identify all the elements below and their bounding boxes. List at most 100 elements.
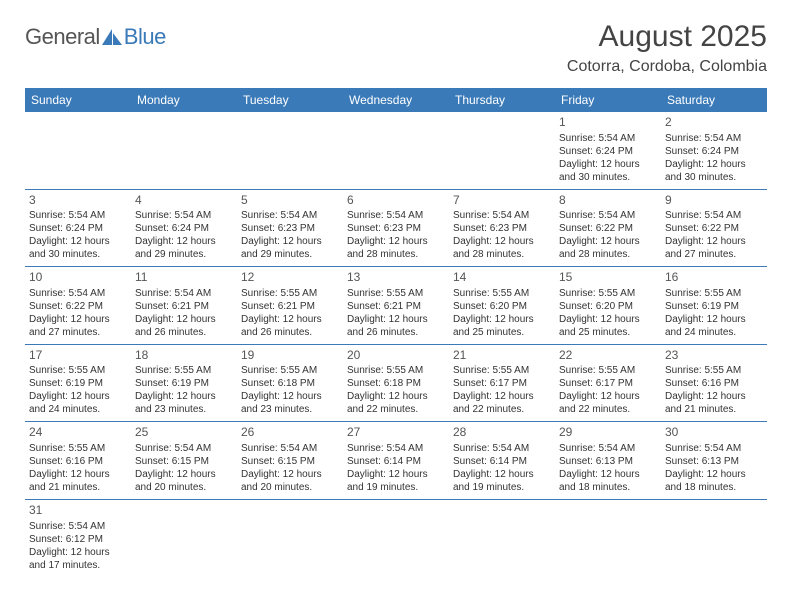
calendar-row: 1Sunrise: 5:54 AMSunset: 6:24 PMDaylight…: [25, 112, 767, 189]
sunset-text: Sunset: 6:24 PM: [135, 222, 233, 235]
sunset-text: Sunset: 6:21 PM: [347, 300, 445, 313]
calendar-cell: 3Sunrise: 5:54 AMSunset: 6:24 PMDaylight…: [25, 189, 131, 267]
page-header: General Blue August 2025 Cotorra, Cordob…: [25, 20, 767, 76]
daylight-text: Daylight: 12 hours: [559, 468, 657, 481]
day-number: 22: [559, 348, 657, 364]
sunset-text: Sunset: 6:17 PM: [559, 377, 657, 390]
day-number: 29: [559, 425, 657, 441]
calendar-row: 3Sunrise: 5:54 AMSunset: 6:24 PMDaylight…: [25, 189, 767, 267]
daylight-text: Daylight: 12 hours: [241, 390, 339, 403]
sail-icon: [100, 27, 124, 47]
daylight-text: and 17 minutes.: [29, 559, 127, 572]
calendar-cell: 31Sunrise: 5:54 AMSunset: 6:12 PMDayligh…: [25, 499, 131, 576]
calendar-cell: [25, 112, 131, 189]
day-number: 18: [135, 348, 233, 364]
calendar-cell: 28Sunrise: 5:54 AMSunset: 6:14 PMDayligh…: [449, 422, 555, 500]
daylight-text: Daylight: 12 hours: [453, 313, 551, 326]
calendar-cell: 12Sunrise: 5:55 AMSunset: 6:21 PMDayligh…: [237, 267, 343, 345]
day-number: 25: [135, 425, 233, 441]
daylight-text: Daylight: 12 hours: [347, 390, 445, 403]
calendar-table: Sunday Monday Tuesday Wednesday Thursday…: [25, 88, 767, 577]
calendar-cell: [131, 112, 237, 189]
day-number: 3: [29, 193, 127, 209]
calendar-cell: 13Sunrise: 5:55 AMSunset: 6:21 PMDayligh…: [343, 267, 449, 345]
sunset-text: Sunset: 6:22 PM: [559, 222, 657, 235]
daylight-text: Daylight: 12 hours: [135, 313, 233, 326]
daylight-text: Daylight: 12 hours: [241, 468, 339, 481]
daylight-text: Daylight: 12 hours: [665, 313, 763, 326]
sunset-text: Sunset: 6:14 PM: [453, 455, 551, 468]
sunset-text: Sunset: 6:19 PM: [665, 300, 763, 313]
sunset-text: Sunset: 6:12 PM: [29, 533, 127, 546]
weekday-header: Saturday: [661, 88, 767, 112]
daylight-text: Daylight: 12 hours: [665, 468, 763, 481]
calendar-cell: 26Sunrise: 5:54 AMSunset: 6:15 PMDayligh…: [237, 422, 343, 500]
weekday-row: Sunday Monday Tuesday Wednesday Thursday…: [25, 88, 767, 112]
calendar-cell: 5Sunrise: 5:54 AMSunset: 6:23 PMDaylight…: [237, 189, 343, 267]
calendar-cell: 4Sunrise: 5:54 AMSunset: 6:24 PMDaylight…: [131, 189, 237, 267]
calendar-cell: 30Sunrise: 5:54 AMSunset: 6:13 PMDayligh…: [661, 422, 767, 500]
daylight-text: and 25 minutes.: [453, 326, 551, 339]
sunset-text: Sunset: 6:23 PM: [453, 222, 551, 235]
calendar-cell: [237, 112, 343, 189]
day-number: 31: [29, 503, 127, 519]
day-number: 14: [453, 270, 551, 286]
calendar-cell: 18Sunrise: 5:55 AMSunset: 6:19 PMDayligh…: [131, 344, 237, 422]
sunrise-text: Sunrise: 5:54 AM: [347, 209, 445, 222]
sunrise-text: Sunrise: 5:55 AM: [453, 287, 551, 300]
day-number: 16: [665, 270, 763, 286]
daylight-text: Daylight: 12 hours: [29, 313, 127, 326]
day-number: 30: [665, 425, 763, 441]
daylight-text: and 19 minutes.: [347, 481, 445, 494]
sunset-text: Sunset: 6:20 PM: [453, 300, 551, 313]
day-number: 1: [559, 115, 657, 131]
calendar-cell: 22Sunrise: 5:55 AMSunset: 6:17 PMDayligh…: [555, 344, 661, 422]
calendar-cell: 23Sunrise: 5:55 AMSunset: 6:16 PMDayligh…: [661, 344, 767, 422]
daylight-text: Daylight: 12 hours: [453, 390, 551, 403]
day-number: 10: [29, 270, 127, 286]
daylight-text: Daylight: 12 hours: [29, 468, 127, 481]
sunset-text: Sunset: 6:16 PM: [665, 377, 763, 390]
daylight-text: and 28 minutes.: [559, 248, 657, 261]
sunset-text: Sunset: 6:22 PM: [665, 222, 763, 235]
daylight-text: and 20 minutes.: [241, 481, 339, 494]
daylight-text: and 26 minutes.: [241, 326, 339, 339]
calendar-cell: 16Sunrise: 5:55 AMSunset: 6:19 PMDayligh…: [661, 267, 767, 345]
calendar-cell: 19Sunrise: 5:55 AMSunset: 6:18 PMDayligh…: [237, 344, 343, 422]
daylight-text: and 24 minutes.: [29, 403, 127, 416]
location: Cotorra, Cordoba, Colombia: [567, 58, 767, 76]
calendar-cell: 20Sunrise: 5:55 AMSunset: 6:18 PMDayligh…: [343, 344, 449, 422]
sunrise-text: Sunrise: 5:54 AM: [135, 442, 233, 455]
logo-text-blue: Blue: [124, 24, 166, 50]
daylight-text: Daylight: 12 hours: [135, 235, 233, 248]
daylight-text: and 19 minutes.: [453, 481, 551, 494]
sunrise-text: Sunrise: 5:54 AM: [559, 442, 657, 455]
sunset-text: Sunset: 6:21 PM: [135, 300, 233, 313]
day-number: 24: [29, 425, 127, 441]
daylight-text: and 29 minutes.: [135, 248, 233, 261]
day-number: 13: [347, 270, 445, 286]
daylight-text: Daylight: 12 hours: [347, 235, 445, 248]
sunrise-text: Sunrise: 5:55 AM: [559, 364, 657, 377]
day-number: 15: [559, 270, 657, 286]
daylight-text: Daylight: 12 hours: [453, 468, 551, 481]
daylight-text: Daylight: 12 hours: [241, 313, 339, 326]
daylight-text: and 30 minutes.: [559, 171, 657, 184]
weekday-header: Friday: [555, 88, 661, 112]
sunrise-text: Sunrise: 5:55 AM: [29, 364, 127, 377]
day-number: 27: [347, 425, 445, 441]
daylight-text: and 18 minutes.: [665, 481, 763, 494]
sunset-text: Sunset: 6:18 PM: [347, 377, 445, 390]
title-block: August 2025 Cotorra, Cordoba, Colombia: [567, 20, 767, 76]
sunrise-text: Sunrise: 5:54 AM: [453, 209, 551, 222]
logo-text-general: General: [25, 24, 100, 50]
daylight-text: and 22 minutes.: [453, 403, 551, 416]
daylight-text: and 30 minutes.: [29, 248, 127, 261]
day-number: 26: [241, 425, 339, 441]
sunrise-text: Sunrise: 5:55 AM: [453, 364, 551, 377]
day-number: 8: [559, 193, 657, 209]
calendar-row: 17Sunrise: 5:55 AMSunset: 6:19 PMDayligh…: [25, 344, 767, 422]
daylight-text: Daylight: 12 hours: [29, 546, 127, 559]
sunset-text: Sunset: 6:17 PM: [453, 377, 551, 390]
sunset-text: Sunset: 6:24 PM: [29, 222, 127, 235]
